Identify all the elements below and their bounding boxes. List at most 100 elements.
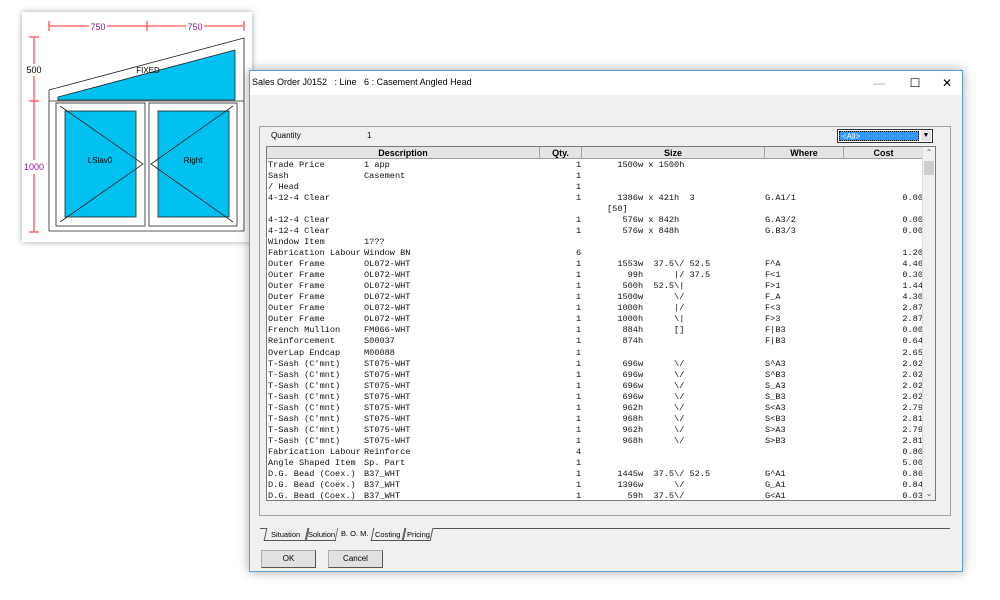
maximize-button[interactable]: ☐ <box>909 76 921 90</box>
description-cell: / Head <box>268 182 299 193</box>
where-cell: G^A1 <box>765 468 786 479</box>
tab-solution[interactable]: Solution <box>305 528 339 541</box>
tab-bom[interactable]: B. O. M. <box>335 527 374 540</box>
table-row[interactable]: D.G. Bead (Coex.) B37_WHT 1 1445w 37.5\/ 5… <box>267 469 923 480</box>
item-code-cell: M00088 <box>364 347 395 358</box>
table-row[interactable]: French Mullion FM066-WHT 1 884h [] F|B3 0.00 <box>267 325 923 336</box>
tab-situation[interactable]: Situation <box>263 528 309 541</box>
qty-cell: 1 <box>576 457 582 468</box>
where-cell: G.B3/3 <box>765 226 796 237</box>
cost-cell: 2.02 <box>902 358 923 369</box>
window-drawing: 750 750 500 1000 FIXED LSlav0 Right <box>24 21 245 233</box>
table-row[interactable]: T-Sash (C'mnt) ST075-WHT 1 968h \/ S<B3 2.81 <box>267 414 923 425</box>
size-cell: 968h \/ <box>607 413 685 424</box>
qty-cell: 4 <box>576 446 582 457</box>
cost-cell: 0.64 <box>902 336 923 347</box>
cost-cell: 2.02 <box>902 391 923 402</box>
table-row[interactable]: Trade Price 1 app 1 1500w x 1500h <box>267 160 923 171</box>
close-button[interactable]: ✕ <box>941 76 953 90</box>
dim-width-right: 750 <box>187 22 202 32</box>
description-cell: T-Sash (C'mnt) <box>268 358 341 369</box>
chevron-down-icon[interactable]: ▼ <box>921 131 931 141</box>
window-drawing-preview: 750 750 500 1000 FIXED LSlav0 Right <box>22 12 252 242</box>
where-cell: F|B3 <box>765 336 786 347</box>
title-bar[interactable]: Sales Order J0152 : Line 6 : Casement An… <box>250 71 962 95</box>
minimize-button[interactable]: — <box>873 76 885 90</box>
table-row[interactable]: Outer Frame OL072-WHT 1 99h |/ 37.5 F<1 0.30 <box>267 270 923 281</box>
cost-cell: 0.30 <box>902 270 923 281</box>
cost-cell: 2.87 <box>902 314 923 325</box>
header-where[interactable]: Where <box>765 147 844 159</box>
item-code-cell: S00037 <box>364 336 395 347</box>
header-description[interactable]: Description <box>267 147 540 159</box>
table-row[interactable]: Outer Frame OL072-WHT 1 1500w \/ F_A 4.30 <box>267 292 923 303</box>
table-row[interactable]: Outer Frame OL072-WHT 1 1553w 37.5\/ 52.5 F… <box>267 259 923 270</box>
size-cell: 696w \/ <box>607 391 685 402</box>
scroll-down-icon[interactable]: ⌄ <box>925 489 933 498</box>
item-code-cell: ST075-WHT <box>364 435 411 446</box>
item-code-cell: Window BN <box>364 248 411 259</box>
where-cell: S<A3 <box>765 402 786 413</box>
table-row[interactable]: 4-12-4 Clear 1 1386w x 421h 3 G.A1/1 0.00 <box>267 193 923 204</box>
tab-pricing[interactable]: Pricing <box>402 528 434 541</box>
filter-dropdown[interactable]: <All> ▼ <box>837 129 933 143</box>
table-row[interactable]: Reinforcement S00037 1 874h F|B3 0.64 <box>267 336 923 347</box>
size-cell: 576w x 848h <box>607 226 680 237</box>
vertical-scrollbar[interactable]: ⌃ ⌄ <box>922 147 935 500</box>
header-size[interactable]: Size <box>582 147 765 159</box>
table-row[interactable]: 4-12-4 Clear 1 576w x 842h G.A3/2 0.00 <box>267 215 923 226</box>
table-row[interactable]: T-Sash (C'mnt) ST075-WHT 1 696w \/ S_B3 2.02 <box>267 392 923 403</box>
table-row[interactable]: T-Sash (C'mnt) ST075-WHT 1 696w \/ S_A3 2.02 <box>267 381 923 392</box>
size-cell: 1500w x 1500h <box>607 160 685 170</box>
tab-costing[interactable]: Costing <box>370 528 406 541</box>
description-cell: D.G. Bead (Coex.) <box>268 479 356 490</box>
table-row[interactable]: Outer Frame OL072-WHT 1 1000h \| F>3 2.87 <box>267 314 923 325</box>
table-row[interactable]: D.G. Bead (Coex.) B37_WHT 1 59h 37.5\/ G<A1… <box>267 490 923 501</box>
table-row[interactable]: Angle Shaped Item Sp. Part 1 5.00 <box>267 458 923 469</box>
qty-cell: 1 <box>576 358 582 369</box>
item-code-cell: ST075-WHT <box>364 358 411 369</box>
where-cell: F^A <box>765 259 781 270</box>
scroll-up-icon[interactable]: ⌃ <box>925 148 933 157</box>
where-cell: F<3 <box>765 303 781 314</box>
description-cell: Sash <box>268 171 289 182</box>
cost-cell: 0.00 <box>902 215 923 226</box>
table-row[interactable]: T-Sash (C'mnt) ST075-WHT 1 968h \/ S>B3 2.81 <box>267 436 923 447</box>
header-qty[interactable]: Qty. <box>540 147 582 159</box>
header-cost[interactable]: Cost <box>844 147 924 159</box>
scrollbar-thumb[interactable] <box>924 161 934 175</box>
table-row[interactable]: T-Sash (C'mnt) ST075-WHT 1 962h \/ S<A3 2.79 <box>267 403 923 414</box>
table-row[interactable]: Fabrication Labour Window BN 6 1.20 <box>267 248 923 259</box>
qty-cell: 1 <box>576 281 582 292</box>
table-row[interactable]: T-Sash (C'mnt) ST075-WHT 1 696w \/ S^A3 2.02 <box>267 359 923 370</box>
table-row[interactable]: Outer Frame OL072-WHT 1 500h 52.5\| F>1 1.44 <box>267 281 923 292</box>
ok-button[interactable]: OK <box>261 550 316 568</box>
item-code-cell: OL072-WHT <box>364 292 411 303</box>
table-row[interactable]: D.G. Bead (Coex.) B37_WHT 1 1396w \/ G_A1 0.… <box>267 480 923 491</box>
table-row[interactable]: Outer Frame OL072-WHT 1 1000h |/ F<3 2.87 <box>267 303 923 314</box>
cancel-button[interactable]: Cancel <box>328 550 383 568</box>
description-cell: T-Sash (C'mnt) <box>268 424 341 435</box>
size-cell: 696w \/ <box>607 369 685 380</box>
description-cell: D.G. Bead (Coex.) <box>268 490 356 501</box>
table-row[interactable]: Sash Casement 1 <box>267 171 923 182</box>
item-code-cell: OL072-WHT <box>364 281 411 292</box>
size-cell: 59h 37.5\/ <box>607 490 685 501</box>
table-row[interactable]: OverLap Endcap M00088 1 2.65 <box>267 348 923 359</box>
cost-cell: 2.81 <box>902 435 923 446</box>
item-code-cell: B37_WHT <box>364 468 401 479</box>
table-row[interactable]: Window Item 1??? <box>267 237 923 248</box>
qty-cell: 1 <box>576 347 582 358</box>
where-cell: F>3 <box>765 314 781 325</box>
item-code-cell: 1 app <box>364 160 390 170</box>
table-row[interactable]: / Head 1 <box>267 182 923 193</box>
size-cell: 968h \/ <box>607 435 685 446</box>
table-row[interactable]: T-Sash (C'mnt) ST075-WHT 1 696w \/ S^B3 2.02 <box>267 370 923 381</box>
qty-cell: 1 <box>576 171 582 182</box>
qty-cell: 1 <box>576 292 582 303</box>
table-row[interactable]: 4-12-4 Clear 1 576w x 848h G.B3/3 0.00 <box>267 226 923 237</box>
table-row[interactable]: T-Sash (C'mnt) ST075-WHT 1 962h \/ S>A3 2.79 <box>267 425 923 436</box>
cost-cell: 0.00 <box>902 193 923 204</box>
table-row[interactable]: Fabrication Labour Reinforce 4 0.80 <box>267 447 923 458</box>
table-row[interactable]: [50] <box>267 204 923 215</box>
